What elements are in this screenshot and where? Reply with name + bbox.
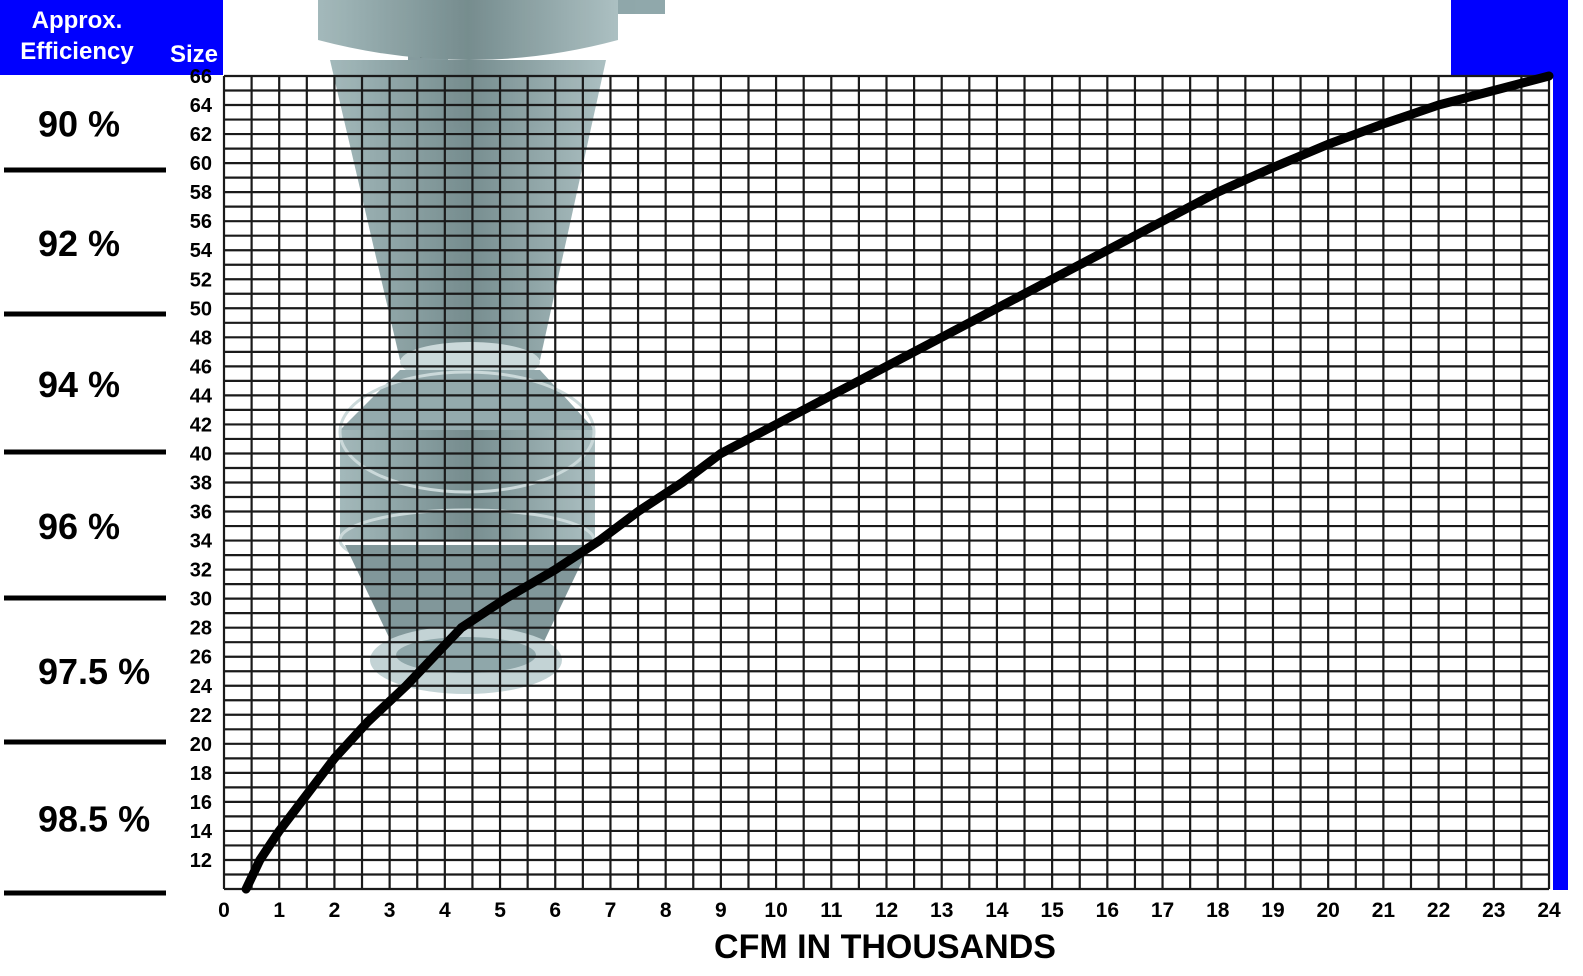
y-tick-label: 58 bbox=[190, 182, 212, 204]
efficiency-header-line2: Efficiency bbox=[20, 38, 134, 65]
y-tick-label: 64 bbox=[190, 95, 213, 117]
x-tick-label: 8 bbox=[660, 899, 672, 922]
y-tick-label: 40 bbox=[190, 443, 212, 465]
efficiency-header-line1: Approx. bbox=[32, 7, 123, 34]
y-tick-label: 52 bbox=[190, 269, 212, 291]
x-tick-label: 23 bbox=[1482, 899, 1505, 922]
efficiency-band-label: 97.5 % bbox=[38, 651, 150, 692]
y-tick-label: 50 bbox=[190, 298, 212, 320]
y-tick-label: 32 bbox=[190, 560, 212, 582]
x-tick-label: 15 bbox=[1040, 899, 1064, 922]
efficiency-band-label: 96 % bbox=[38, 506, 120, 547]
size-header: Size bbox=[170, 41, 218, 68]
y-tick-label: 56 bbox=[190, 211, 212, 233]
y-tick-label: 62 bbox=[190, 124, 212, 146]
size-vs-cfm-curve bbox=[241, 71, 1554, 894]
x-tick-label: 19 bbox=[1261, 899, 1284, 922]
x-tick-label: 0 bbox=[218, 899, 230, 922]
y-tick-label: 44 bbox=[190, 385, 213, 407]
x-tick-label: 11 bbox=[820, 899, 843, 922]
y-tick-labels: 12 14 16 18 20 22 24 26 28 30 32 34 36 38 40 42 44 46 48 50… bbox=[190, 66, 213, 872]
y-tick-label: 22 bbox=[190, 705, 212, 727]
x-tick-label: 18 bbox=[1206, 899, 1230, 922]
x-tick-label: 12 bbox=[875, 899, 898, 922]
y-tick-label: 42 bbox=[190, 414, 212, 436]
y-tick-label: 26 bbox=[190, 647, 212, 669]
y-tick-label: 38 bbox=[190, 473, 212, 495]
x-tick-label: 1 bbox=[273, 899, 285, 922]
x-tick-label: 5 bbox=[494, 899, 506, 922]
x-tick-label: 10 bbox=[764, 899, 787, 922]
y-tick-label: 46 bbox=[190, 356, 212, 378]
y-tick-label: 20 bbox=[190, 734, 212, 756]
x-tick-label: 14 bbox=[985, 899, 1009, 922]
y-tick-label: 24 bbox=[190, 676, 213, 698]
y-tick-label: 14 bbox=[190, 821, 213, 843]
efficiency-bands: 90 % 92 % 94 % 96 % 97.5 % 98.5 % bbox=[4, 104, 166, 896]
y-tick-label: 16 bbox=[190, 792, 212, 814]
x-tick-label: 16 bbox=[1096, 899, 1119, 922]
y-tick-label: 28 bbox=[190, 618, 212, 640]
x-tick-label: 7 bbox=[605, 899, 617, 922]
y-tick-label: 12 bbox=[190, 850, 212, 872]
y-tick-label: 36 bbox=[190, 502, 212, 524]
x-tick-label: 17 bbox=[1151, 899, 1174, 922]
efficiency-band-label: 90 % bbox=[38, 104, 120, 145]
right-blue-bar bbox=[1451, 0, 1568, 76]
x-tick-label: 3 bbox=[384, 899, 396, 922]
x-tick-label: 9 bbox=[715, 899, 727, 922]
x-tick-label: 13 bbox=[930, 899, 953, 922]
x-tick-label: 21 bbox=[1372, 899, 1396, 922]
y-tick-label: 48 bbox=[190, 327, 212, 349]
chart-grid bbox=[222, 74, 1551, 891]
efficiency-band-label: 98.5 % bbox=[38, 799, 150, 840]
y-tick-label: 34 bbox=[190, 531, 213, 553]
y-tick-label: 54 bbox=[190, 240, 213, 262]
x-axis-label: CFM IN THOUSANDS bbox=[714, 928, 1056, 966]
x-tick-label: 22 bbox=[1427, 899, 1450, 922]
y-tick-label: 18 bbox=[190, 763, 212, 785]
x-tick-label: 20 bbox=[1316, 899, 1339, 922]
efficiency-header-block bbox=[0, 0, 223, 75]
x-tick-labels: 0 1 2 3 4 5 6 7 8 9 10 11 12 13 14 15 16 17 18 19 20 21 22 23 24 bbox=[218, 899, 1561, 922]
y-tick-label: 30 bbox=[190, 589, 212, 611]
right-blue-edge bbox=[1553, 76, 1568, 890]
y-tick-label: 60 bbox=[190, 153, 212, 175]
x-tick-label: 6 bbox=[549, 899, 561, 922]
x-tick-label: 2 bbox=[329, 899, 341, 922]
efficiency-band-label: 92 % bbox=[38, 223, 120, 264]
efficiency-band-label: 94 % bbox=[38, 364, 120, 405]
y-tick-label: 66 bbox=[190, 66, 212, 88]
x-tick-label: 4 bbox=[439, 899, 451, 922]
x-tick-label: 24 bbox=[1537, 899, 1561, 922]
